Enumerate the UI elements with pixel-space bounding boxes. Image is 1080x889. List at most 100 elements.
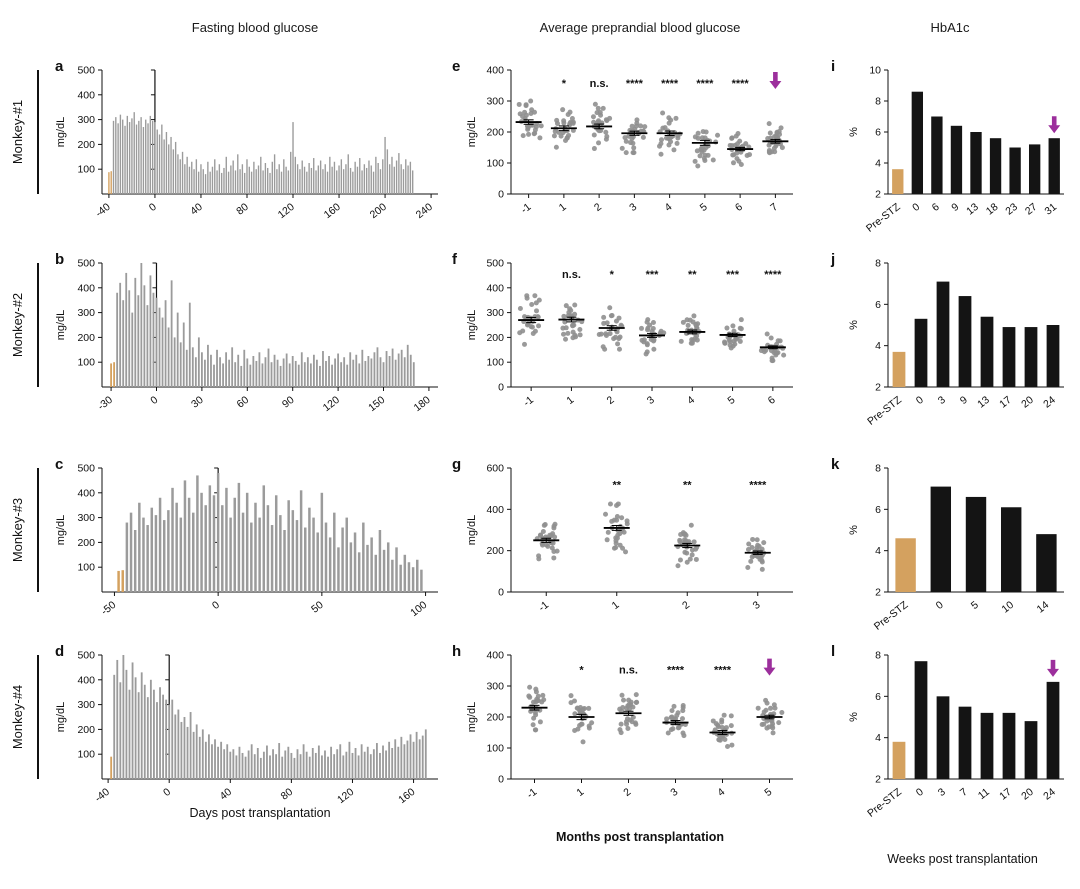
svg-text:30: 30 <box>189 394 206 411</box>
svg-text:300: 300 <box>486 96 504 108</box>
svg-text:160: 160 <box>396 786 417 806</box>
row-label-monkey-3: Monkey-#3 <box>10 497 25 563</box>
svg-text:5: 5 <box>969 599 981 612</box>
svg-text:7: 7 <box>958 786 970 799</box>
svg-text:3: 3 <box>751 599 763 612</box>
svg-text:100: 100 <box>486 357 504 369</box>
row-line-monkey-4 <box>37 655 39 779</box>
svg-text:6: 6 <box>875 691 881 703</box>
fasting-glucose-chart-monkey-1: 100 200 300 400 500 mg/dL -40 0 40 80 120 160 200 240 <box>55 65 438 221</box>
svg-text:6: 6 <box>930 201 942 214</box>
svg-text:400: 400 <box>77 674 95 686</box>
svg-text:400: 400 <box>486 282 504 294</box>
panel-letter-b: b <box>55 251 65 268</box>
svg-text:2: 2 <box>605 394 617 407</box>
svg-text:200: 200 <box>77 332 95 344</box>
row-line-monkey-3 <box>37 468 39 592</box>
fasting-glucose-chart-monkey-4: 100 200 300 400 500 mg/dL -40 0 40 80 120 160 <box>55 650 438 806</box>
panel-letter-h: h <box>452 643 462 660</box>
svg-text:mg/dL: mg/dL <box>55 515 67 546</box>
svg-text:-50: -50 <box>99 599 118 618</box>
svg-text:mg/dL: mg/dL <box>55 702 67 733</box>
svg-text:***: *** <box>726 269 740 281</box>
svg-text:10: 10 <box>869 65 881 77</box>
svg-text:100: 100 <box>486 158 504 170</box>
svg-text:4: 4 <box>685 394 697 407</box>
svg-text:mg/dL: mg/dL <box>55 117 67 148</box>
svg-text:5: 5 <box>762 786 774 799</box>
svg-text:100: 100 <box>77 164 95 176</box>
svg-text:mg/dL: mg/dL <box>466 117 478 148</box>
svg-text:400: 400 <box>486 65 504 77</box>
svg-text:24: 24 <box>1041 786 1058 803</box>
svg-text:3: 3 <box>936 394 948 407</box>
svg-text:0: 0 <box>498 774 504 786</box>
svg-text:0: 0 <box>147 201 159 214</box>
panel-letter-d: d <box>55 643 65 660</box>
x-axis-title-weeks: Weeks post transplantation <box>887 852 1038 866</box>
svg-text:100: 100 <box>77 357 95 369</box>
svg-text:*: * <box>610 269 615 281</box>
svg-text:****: **** <box>667 665 685 677</box>
svg-text:400: 400 <box>77 487 95 499</box>
svg-text:2: 2 <box>875 189 881 201</box>
svg-text:2: 2 <box>680 599 692 612</box>
svg-text:-40: -40 <box>93 786 112 805</box>
svg-text:**: ** <box>688 269 697 281</box>
svg-text:-30: -30 <box>96 394 115 413</box>
svg-text:3: 3 <box>668 786 680 799</box>
svg-text:3: 3 <box>627 201 639 214</box>
svg-text:*: * <box>562 78 567 90</box>
svg-text:120: 120 <box>335 786 356 806</box>
svg-text:6: 6 <box>733 201 745 214</box>
svg-text:600: 600 <box>486 463 504 475</box>
panel-letter-e: e <box>452 58 461 75</box>
svg-text:0: 0 <box>498 189 504 201</box>
svg-text:4: 4 <box>875 545 881 557</box>
svg-text:120: 120 <box>276 201 297 221</box>
svg-text:400: 400 <box>77 282 95 294</box>
svg-text:6: 6 <box>766 394 778 407</box>
svg-text:160: 160 <box>322 201 343 221</box>
svg-text:mg/dL: mg/dL <box>466 515 478 546</box>
svg-text:80: 80 <box>279 786 296 803</box>
svg-text:8: 8 <box>875 650 881 662</box>
svg-text:18: 18 <box>984 201 1001 218</box>
svg-text:20: 20 <box>1019 394 1036 411</box>
svg-text:80: 80 <box>234 201 251 218</box>
svg-text:13: 13 <box>975 394 992 411</box>
panel-letter-f: f <box>452 251 457 268</box>
svg-text:200: 200 <box>486 712 504 724</box>
svg-text:17: 17 <box>997 394 1014 411</box>
row-line-monkey-1 <box>37 70 39 194</box>
svg-text:-1: -1 <box>521 394 536 409</box>
svg-text:100: 100 <box>77 562 95 574</box>
svg-text:****: **** <box>749 480 767 492</box>
svg-text:5: 5 <box>725 394 737 407</box>
preprandial-chart-monkey-1: 0 100 200 300 400 mg/dL -1 1 * 2 n.s. 3 **** 4 **** 5 **… <box>466 65 793 216</box>
svg-text:%: % <box>848 320 860 330</box>
svg-text:4: 4 <box>875 340 881 352</box>
svg-text:200: 200 <box>77 724 95 736</box>
preprandial-chart-monkey-2: 0 100 200 300 400 500 mg/dL -1 1 n.s. 2 * 3 *** 4 ** 5 **… <box>466 258 793 409</box>
svg-text:11: 11 <box>976 786 992 802</box>
panel-letter-i: i <box>831 58 836 75</box>
svg-text:6: 6 <box>875 504 881 516</box>
svg-text:500: 500 <box>77 258 95 270</box>
svg-text:100: 100 <box>77 749 95 761</box>
svg-text:500: 500 <box>486 258 504 270</box>
panel-letter-g: g <box>452 456 462 473</box>
svg-text:0: 0 <box>914 394 926 407</box>
svg-text:n.s.: n.s. <box>562 269 581 281</box>
svg-text:n.s.: n.s. <box>590 78 609 90</box>
fasting-glucose-chart-monkey-3: 100 200 300 400 500 mg/dL -50 0 50 100 <box>55 463 438 619</box>
svg-text:1: 1 <box>564 394 576 407</box>
column-title-hba1c: HbA1c <box>930 20 970 35</box>
svg-text:4: 4 <box>875 158 881 170</box>
svg-text:-1: -1 <box>536 599 551 614</box>
svg-text:****: **** <box>696 78 714 90</box>
x-axis-title-months: Months post transplantation <box>555 830 725 844</box>
svg-text:3: 3 <box>936 786 948 799</box>
